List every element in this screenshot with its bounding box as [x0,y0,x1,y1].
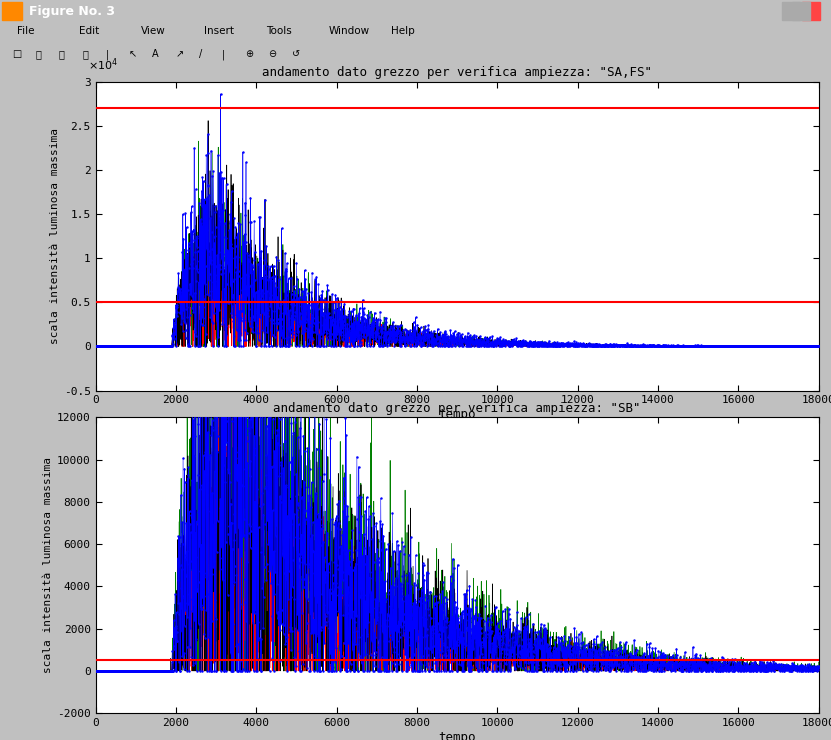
Text: ↺: ↺ [292,50,300,59]
X-axis label: tempo: tempo [438,731,476,740]
Text: Window: Window [328,27,369,36]
Text: 🖨: 🖨 [82,50,88,59]
Text: Help: Help [391,27,415,36]
Text: 📂: 📂 [36,50,42,59]
Text: A: A [152,50,159,59]
Text: /: / [199,50,202,59]
Text: |: | [222,49,225,60]
Y-axis label: scala intensità luminosa massima: scala intensità luminosa massima [50,128,60,344]
Bar [802,2,820,20]
Bar [792,2,810,20]
X-axis label: tempo: tempo [438,408,476,421]
Text: |: | [106,49,109,60]
Text: ↖: ↖ [129,50,137,59]
Text: ⊖: ⊖ [268,50,277,59]
Text: File: File [17,27,34,36]
Y-axis label: scala intensità luminosa massima: scala intensità luminosa massima [42,457,53,673]
Text: ⊕: ⊕ [245,50,253,59]
Text: Insert: Insert [204,27,234,36]
Title: andamento dato grezzo per verifica ampiezza: "SA,FS": andamento dato grezzo per verifica ampie… [262,66,652,79]
Bar [2,2,22,20]
Text: 💾: 💾 [59,50,65,59]
Text: □: □ [12,50,22,59]
Text: $\times 10^4$: $\times 10^4$ [88,56,119,73]
Bar [782,2,800,20]
Text: ↗: ↗ [175,50,184,59]
Title: andamento dato grezzo per verifica ampiezza: "SB": andamento dato grezzo per verifica ampie… [273,402,641,415]
Text: Edit: Edit [79,27,99,36]
Text: Tools: Tools [266,27,292,36]
Text: Figure No. 3: Figure No. 3 [29,4,115,18]
Text: View: View [141,27,166,36]
